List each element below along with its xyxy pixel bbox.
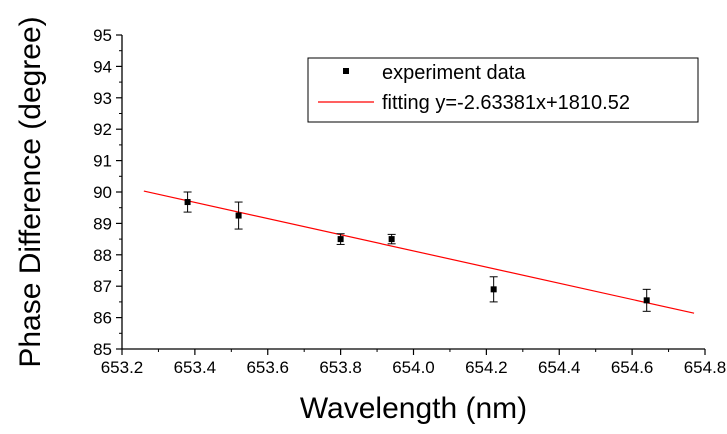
legend-entry-experiment: experiment data xyxy=(382,62,526,84)
x-tick-label: 654.8 xyxy=(684,358,727,377)
data-point xyxy=(387,233,396,245)
y-tick-label: 93 xyxy=(93,89,112,108)
x-axis-ticks: 653.2 653.4 653.6 653.8 654.0 654.2 654.4 654.6… xyxy=(101,349,727,377)
x-tick-label: 654.4 xyxy=(538,358,581,377)
y-tick-label: 92 xyxy=(93,120,112,139)
data-point xyxy=(489,276,498,303)
y-axis-ticks: 85 86 87 88 89 90 91 92 93 94 95 xyxy=(93,26,122,359)
experiment-data-series xyxy=(183,191,651,312)
y-tick-label: 95 xyxy=(93,26,112,45)
x-tick-label: 653.6 xyxy=(246,358,289,377)
x-tick-label: 654.0 xyxy=(392,358,435,377)
data-point xyxy=(234,201,243,230)
y-tick-label: 91 xyxy=(93,152,112,171)
legend-marker-experiment xyxy=(343,68,349,74)
x-tick-label: 654.2 xyxy=(465,358,508,377)
data-marker xyxy=(337,236,344,243)
data-point xyxy=(336,233,345,245)
legend-box xyxy=(307,57,699,123)
y-tick-label: 87 xyxy=(93,277,112,296)
y-tick-label: 85 xyxy=(93,340,112,359)
y-tick-label: 89 xyxy=(93,214,112,233)
y-tick-label: 94 xyxy=(93,57,112,76)
x-tick-label: 653.2 xyxy=(101,358,144,377)
fit-line xyxy=(143,190,695,314)
legend: experiment data fitting y=-2.63381x+1810… xyxy=(307,57,699,123)
x-tick-label: 653.8 xyxy=(319,358,362,377)
y-tick-label: 90 xyxy=(93,183,112,202)
y-tick-label: 88 xyxy=(93,246,112,265)
data-point xyxy=(183,191,192,213)
data-marker xyxy=(490,286,497,293)
data-marker xyxy=(643,297,650,304)
legend-entry-fitting: fitting y=-2.63381x+1810.52 xyxy=(382,92,630,114)
x-axis-title: Wavelength (nm) xyxy=(300,392,527,425)
fit-line-series xyxy=(143,190,695,314)
x-tick-label: 653.4 xyxy=(174,358,217,377)
data-point xyxy=(642,288,651,312)
data-marker xyxy=(235,212,242,219)
data-marker xyxy=(184,199,191,206)
x-tick-label: 654.6 xyxy=(611,358,654,377)
y-tick-label: 86 xyxy=(93,309,112,328)
data-marker xyxy=(388,236,395,243)
y-axis-title: Phase Difference (degree) xyxy=(14,16,47,367)
